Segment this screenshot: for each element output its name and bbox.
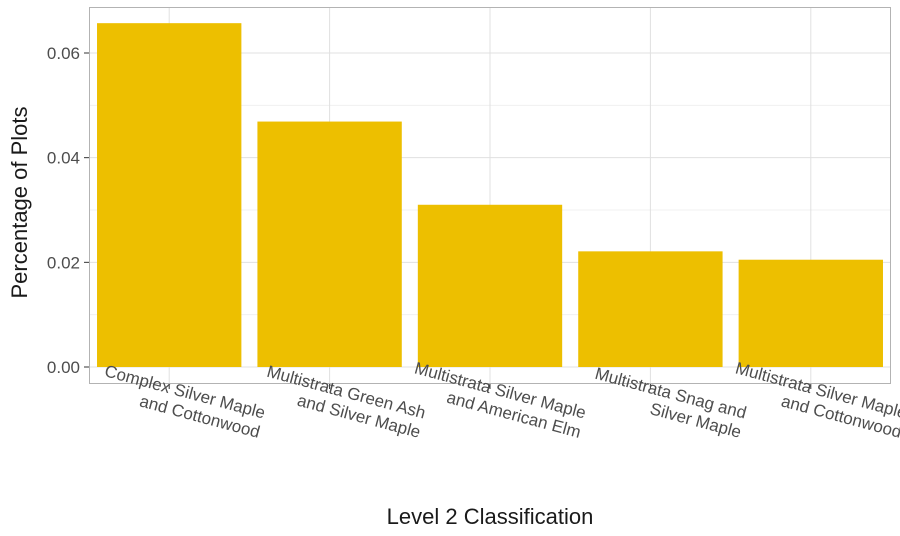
y-tick-label: 0.06 [47,44,80,63]
bars [97,23,883,367]
y-tick-label: 0.00 [47,358,80,377]
y-axis-ticks: 0.00 0.02 0.04 0.06 [47,44,89,377]
bar [578,251,723,367]
panel-border [89,7,891,384]
bar [738,259,883,367]
x-tick-label: Multistrata Snag andSilver Maple [588,364,749,442]
bar [257,121,402,367]
x-tick-label: Multistrata Silver Mapleand Cottonwood [728,358,900,441]
bar [97,23,242,367]
y-axis-title: Percentage of Plots [7,106,32,298]
y-tick-label: 0.02 [47,253,80,272]
x-tick-label: Complex Silver Mapleand Cottonwood [97,361,267,441]
y-tick-label: 0.04 [47,149,80,168]
x-tick-label: Multistrata Silver Mapleand American Elm [407,358,588,441]
x-axis-ticks: Complex Silver Mapleand Cottonwood Multis… [97,358,900,442]
bar [417,204,563,367]
x-tick-label: Multistrata Green Ashand Silver Maple [260,362,428,442]
x-axis-title: Level 2 Classification [387,504,594,529]
